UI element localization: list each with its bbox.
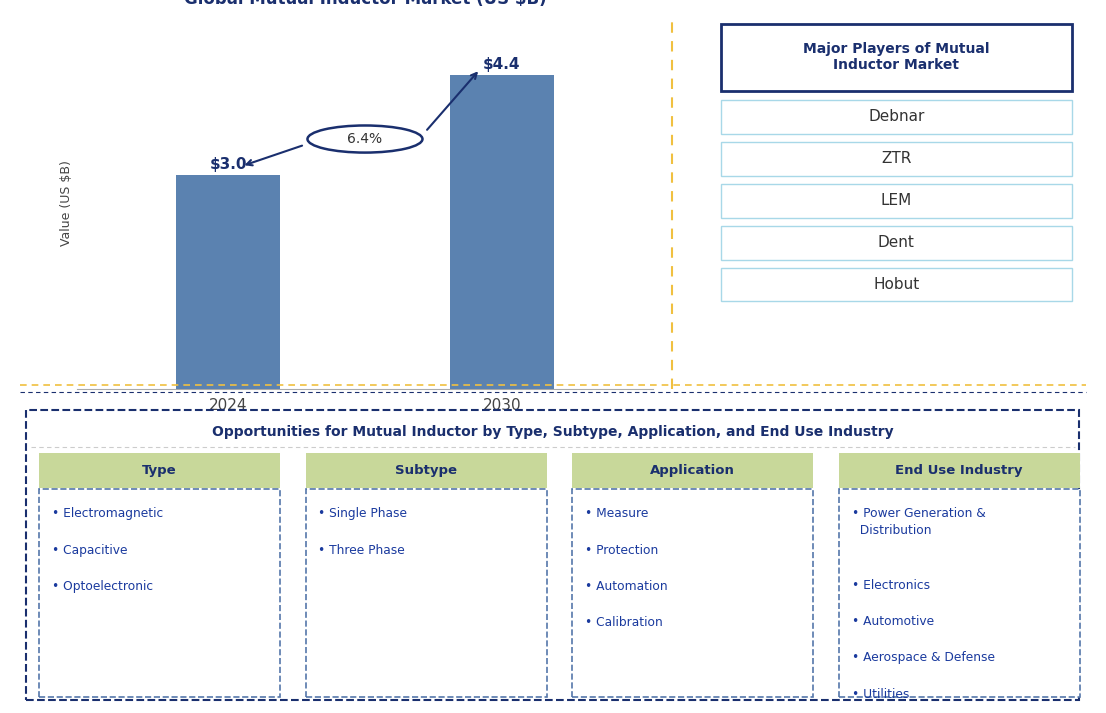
Title: Global Mutual Inductor Market (US $B): Global Mutual Inductor Market (US $B) [184, 0, 546, 8]
Bar [450, 75, 554, 389]
Text: $3.0: $3.0 [209, 157, 247, 172]
Text: • Electromagnetic: • Electromagnetic [52, 508, 164, 520]
Text: • Automation: • Automation [585, 580, 668, 593]
Text: Subtype: Subtype [395, 463, 457, 477]
Text: • Utilities: • Utilities [852, 687, 909, 701]
Text: Type: Type [143, 463, 177, 477]
Text: Dent: Dent [878, 235, 915, 250]
Text: • Capacitive: • Capacitive [52, 544, 127, 557]
Text: • Optoelectronic: • Optoelectronic [52, 580, 153, 593]
Text: Debnar: Debnar [868, 109, 925, 124]
FancyBboxPatch shape [721, 24, 1072, 91]
FancyBboxPatch shape [39, 489, 280, 697]
Text: $4.4: $4.4 [483, 57, 521, 72]
Text: Application: Application [650, 463, 735, 477]
FancyBboxPatch shape [721, 268, 1072, 302]
Text: Source: Lucintel: Source: Lucintel [531, 422, 645, 435]
Text: 6.4%: 6.4% [347, 132, 383, 146]
Bar [176, 175, 280, 389]
FancyBboxPatch shape [572, 489, 813, 697]
Text: • Electronics: • Electronics [852, 579, 930, 592]
Text: Opportunities for Mutual Inductor by Type, Subtype, Application, and End Use Ind: Opportunities for Mutual Inductor by Typ… [212, 425, 894, 438]
Text: • Measure: • Measure [585, 508, 648, 520]
Text: • Automotive: • Automotive [852, 615, 933, 628]
Text: • Single Phase: • Single Phase [319, 508, 407, 520]
Text: Major Players of Mutual
Inductor Market: Major Players of Mutual Inductor Market [803, 42, 990, 72]
Text: • Aerospace & Defense: • Aerospace & Defense [852, 652, 994, 665]
FancyBboxPatch shape [305, 453, 546, 488]
FancyBboxPatch shape [305, 489, 546, 697]
FancyBboxPatch shape [838, 489, 1079, 697]
FancyBboxPatch shape [721, 100, 1072, 133]
Y-axis label: Value (US $B): Value (US $B) [60, 160, 73, 246]
Text: ZTR: ZTR [881, 151, 911, 166]
FancyBboxPatch shape [838, 453, 1079, 488]
FancyBboxPatch shape [27, 411, 1078, 700]
FancyBboxPatch shape [721, 184, 1072, 217]
FancyBboxPatch shape [572, 453, 813, 488]
Text: • Power Generation &
  Distribution: • Power Generation & Distribution [852, 508, 985, 538]
FancyBboxPatch shape [721, 226, 1072, 260]
Text: • Protection: • Protection [585, 544, 658, 557]
FancyBboxPatch shape [39, 453, 280, 488]
Text: • Calibration: • Calibration [585, 617, 662, 630]
FancyBboxPatch shape [721, 142, 1072, 175]
Text: • Three Phase: • Three Phase [319, 544, 405, 557]
Text: Hobut: Hobut [874, 277, 919, 292]
Text: End Use Industry: End Use Industry [896, 463, 1023, 477]
Text: LEM: LEM [880, 193, 912, 208]
